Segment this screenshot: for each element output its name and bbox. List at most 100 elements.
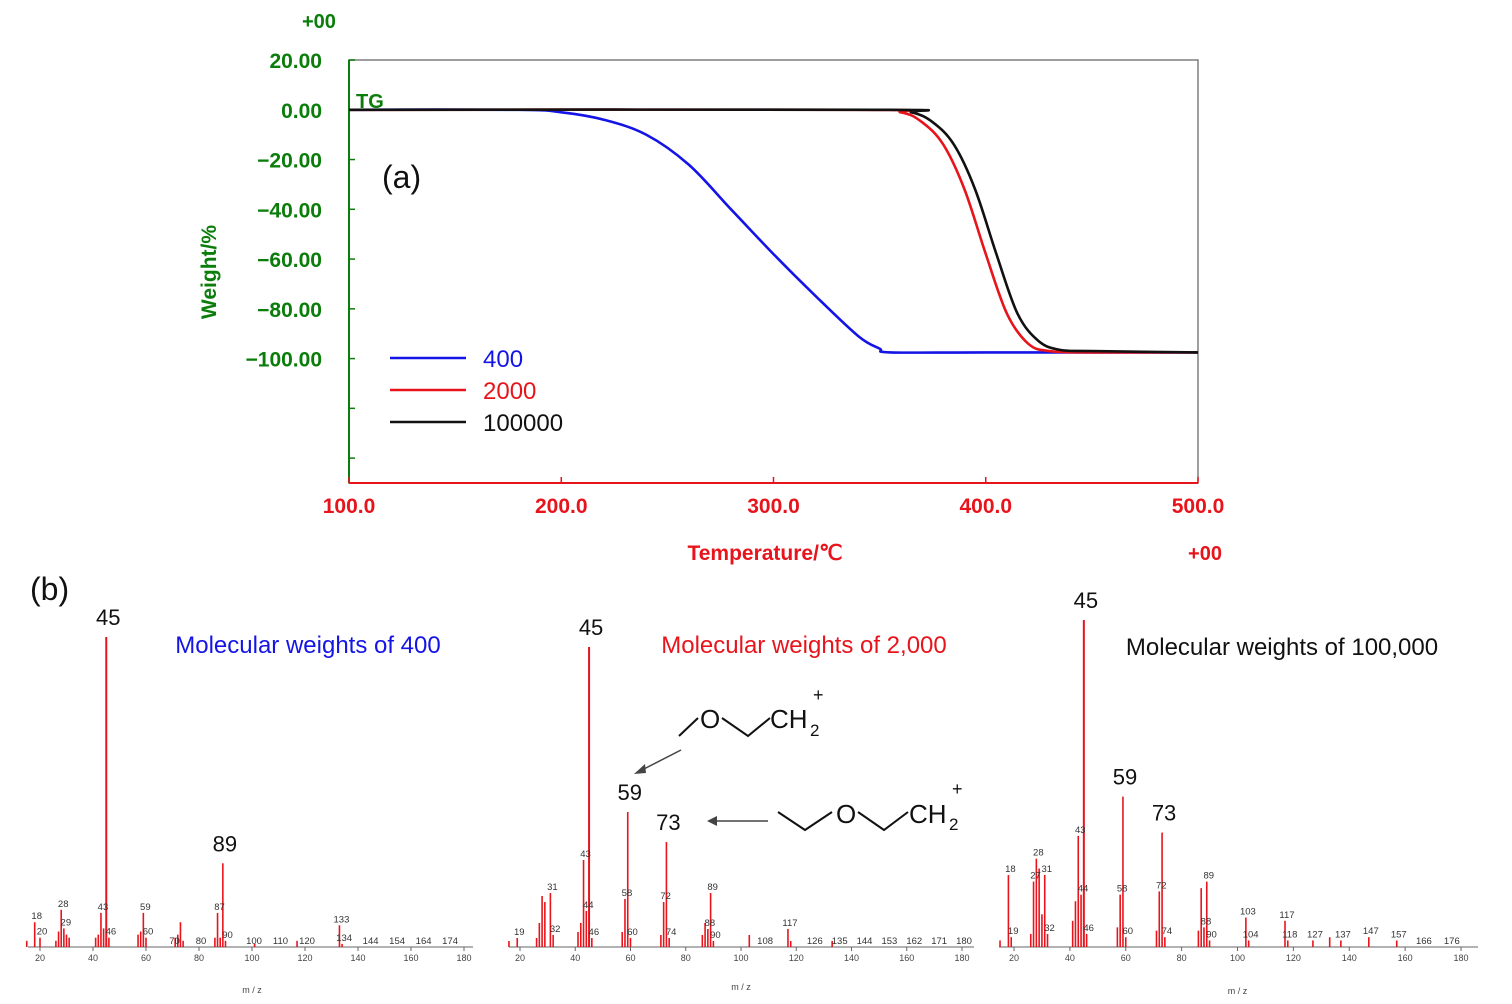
structure-2-subscript: 2 xyxy=(949,815,958,834)
legend: 400 2000 100000 xyxy=(390,346,563,437)
mz-axis-label: m / z xyxy=(242,985,262,995)
peak-label-60: 60 xyxy=(1122,926,1133,937)
peak-label-32: 32 xyxy=(550,924,561,935)
plot-frame xyxy=(348,59,1199,484)
x-tick-label: 100.0 xyxy=(323,495,376,518)
y-tick-label: −20.00 xyxy=(257,150,322,173)
panel-b-label: (b) xyxy=(30,571,69,607)
x-exponent: +00 xyxy=(1188,543,1222,565)
y-tick-label: −100.00 xyxy=(246,349,323,372)
peak-label-44: 44 xyxy=(583,900,594,911)
peak-label-147: 147 xyxy=(1363,926,1379,937)
mz-axis-label: m / z xyxy=(1228,986,1248,996)
peak-label-108: 108 xyxy=(757,936,773,947)
peak-label-180: 180 xyxy=(956,936,972,947)
peak-label-120: 120 xyxy=(299,936,315,947)
peak-label-70: 70 xyxy=(169,936,180,947)
peak-label-164: 164 xyxy=(416,936,432,947)
mz-tick-label: 120 xyxy=(297,953,312,963)
peak-label-major-73: 73 xyxy=(1152,801,1176,826)
peak-label-32: 32 xyxy=(1044,923,1055,934)
fragment-structure-59: O CH 2 + xyxy=(634,685,824,774)
mz-tick-label: 140 xyxy=(844,953,859,963)
spectrum-title: Molecular weights of 2,000 xyxy=(661,632,947,659)
plot-tag: TG xyxy=(356,91,384,113)
structure-2-ch: CH xyxy=(909,799,947,829)
peak-label-135: 135 xyxy=(832,936,848,947)
y-axis-label: Weight/% xyxy=(198,225,221,319)
peak-label-88: 88 xyxy=(705,918,716,929)
mz-tick-label: 180 xyxy=(954,953,969,963)
peak-label-103: 103 xyxy=(1240,907,1256,918)
peak-label-major-45: 45 xyxy=(96,605,120,630)
peak-label-104: 104 xyxy=(1243,929,1259,940)
arrow-head-59 xyxy=(634,764,646,774)
y-ticks: 20.00 0.00 −20.00 −40.00 −60.00 −80.00 −100.00 xyxy=(246,50,355,459)
structure-2-oxygen: O xyxy=(836,799,856,829)
peak-label-60: 60 xyxy=(627,927,638,938)
arrow-head-73 xyxy=(707,816,717,826)
mz-tick-label: 40 xyxy=(570,953,580,963)
series-line-100000 xyxy=(348,108,1199,354)
peak-label-major-45: 45 xyxy=(1074,588,1098,613)
mz-tick-label: 80 xyxy=(1177,953,1187,963)
peak-label-171: 171 xyxy=(931,936,947,947)
arrow-to-59 xyxy=(639,749,682,772)
peak-label-20: 20 xyxy=(37,927,48,938)
y-tick-label: 20.00 xyxy=(269,50,322,73)
peak-label-46: 46 xyxy=(106,927,117,938)
structure-1-subscript: 2 xyxy=(810,721,819,740)
mz-tick-label: 20 xyxy=(35,953,45,963)
peak-label-major-59: 59 xyxy=(1113,765,1137,790)
peak-label-18: 18 xyxy=(1005,864,1016,875)
peak-label-74: 74 xyxy=(666,927,677,938)
peak-label-154: 154 xyxy=(389,936,405,947)
peak-label-31: 31 xyxy=(1041,864,1052,875)
peak-label-117: 117 xyxy=(1279,910,1294,921)
peak-label-44: 44 xyxy=(1078,884,1089,895)
mz-tick-label: 160 xyxy=(899,953,914,963)
peak-label-118: 118 xyxy=(1282,929,1297,940)
structure-1-ch: CH xyxy=(770,704,808,734)
spectrum-2: Molecular weights of 2,000 20 40 60 80 100 120… xyxy=(508,615,974,992)
peak-label-134: 134 xyxy=(336,933,352,944)
peak-label-80: 80 xyxy=(196,936,207,947)
peak-label-110: 110 xyxy=(273,936,288,947)
peak-label-46: 46 xyxy=(1083,923,1094,934)
mz-tick-label: 60 xyxy=(625,953,635,963)
peak-label-137: 137 xyxy=(1335,929,1351,940)
peak-label-major-73: 73 xyxy=(656,810,680,835)
x-ticks: 100.0 200.0 300.0 400.0 500.0 xyxy=(323,477,1224,518)
peak-label-19: 19 xyxy=(514,927,525,938)
panel-a-label: (a) xyxy=(382,159,421,195)
peak-label-18: 18 xyxy=(31,911,42,922)
series-line-400 xyxy=(348,108,1198,354)
x-axis-label: Temperature/℃ xyxy=(687,542,842,565)
mz-tick-label: 80 xyxy=(194,953,204,963)
ms-panel: (b) Molecular weights of 400 20 40 60 80 100 1… xyxy=(25,571,1478,996)
peak-label-87: 87 xyxy=(214,902,225,913)
structure-2-superscript: + xyxy=(952,779,963,799)
peak-label-43: 43 xyxy=(580,849,591,860)
peak-label-46: 46 xyxy=(589,927,600,938)
mz-axis-label: m / z xyxy=(731,982,751,992)
series-line-2000 xyxy=(348,108,1199,354)
peak-label-major-59: 59 xyxy=(617,780,641,805)
mz-tick-label: 120 xyxy=(789,953,804,963)
mz-tick-label: 20 xyxy=(515,953,525,963)
y-tick-label: −80.00 xyxy=(257,299,322,322)
mz-tick-label: 100 xyxy=(244,953,259,963)
mz-tick-label: 160 xyxy=(403,953,418,963)
x-tick-label: 200.0 xyxy=(535,495,588,518)
y-tick-label: 0.00 xyxy=(281,100,322,123)
mz-tick-label: 160 xyxy=(1398,953,1413,963)
peak-label-19: 19 xyxy=(1008,926,1019,937)
peak-label-127: 127 xyxy=(1307,929,1323,940)
structure-1-superscript: + xyxy=(813,685,824,705)
spectrum-1: Molecular weights of 400 20 40 60 80 100 120 14… xyxy=(25,605,473,995)
peak-label-144: 144 xyxy=(857,936,873,947)
peak-label-58: 58 xyxy=(622,888,633,899)
peak-label-157: 157 xyxy=(1391,929,1407,940)
peak-label-58: 58 xyxy=(1117,884,1128,895)
peak-label-28: 28 xyxy=(1033,848,1044,859)
